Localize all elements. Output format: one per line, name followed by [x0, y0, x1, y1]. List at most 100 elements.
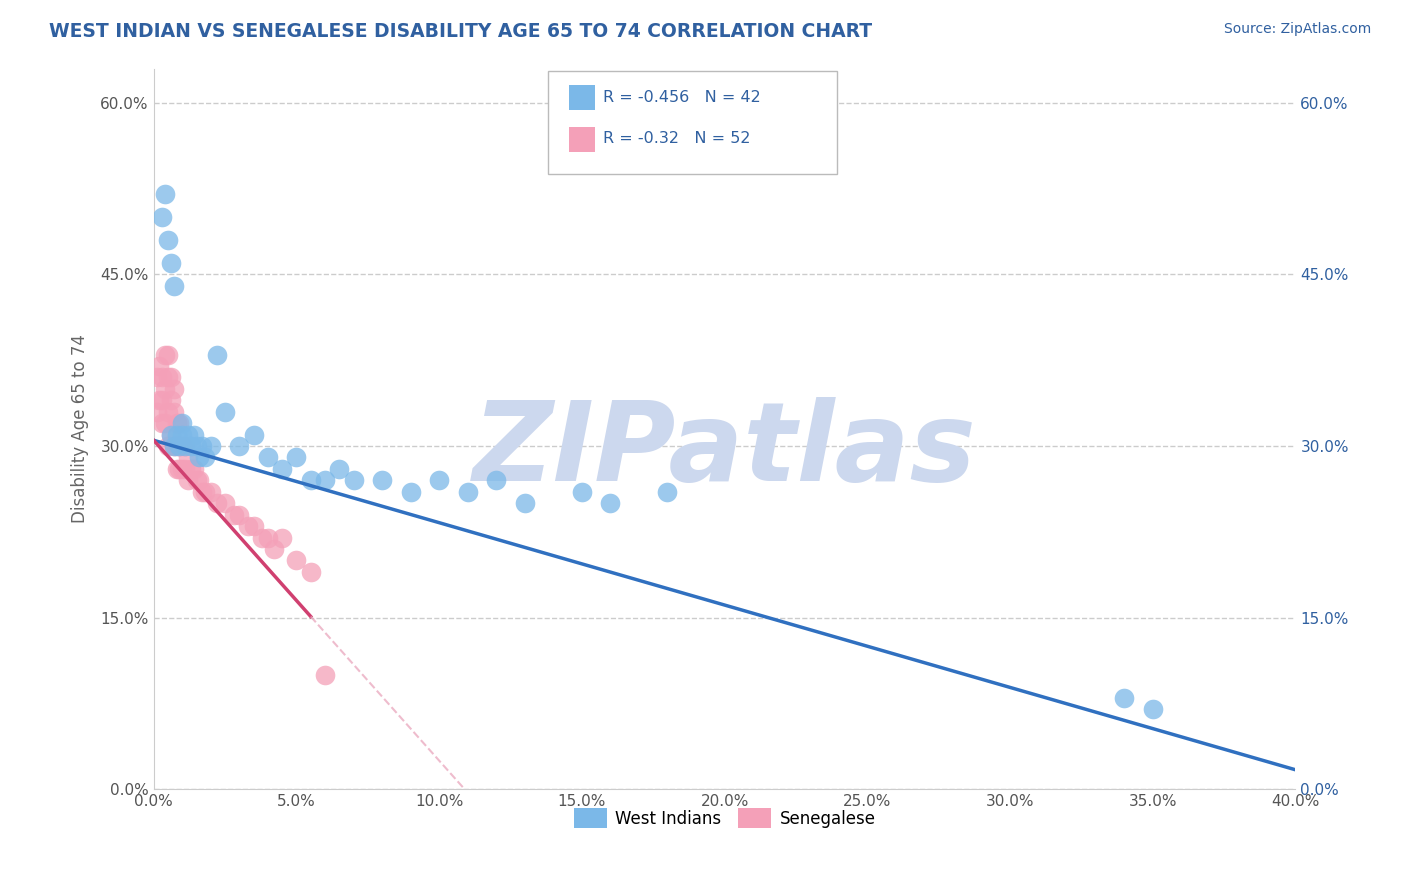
Point — [242, 427, 264, 442]
Point — [485, 474, 508, 488]
Point — [399, 484, 422, 499]
Point — [163, 405, 186, 419]
Point — [172, 427, 194, 442]
Point — [263, 541, 285, 556]
Point — [163, 439, 186, 453]
Point — [166, 416, 188, 430]
Point — [1142, 702, 1164, 716]
Point — [169, 462, 191, 476]
Point — [271, 531, 294, 545]
Point — [174, 439, 197, 453]
Point — [150, 370, 173, 384]
Point — [177, 427, 200, 442]
Point — [177, 474, 200, 488]
Point — [1114, 690, 1136, 705]
Point — [513, 496, 536, 510]
Point — [222, 508, 245, 522]
Point — [160, 370, 183, 384]
Point — [242, 519, 264, 533]
Point — [188, 474, 211, 488]
Point — [180, 462, 202, 476]
Point — [236, 519, 259, 533]
Text: ZIPatlas: ZIPatlas — [472, 397, 976, 504]
Point — [174, 462, 197, 476]
Point — [172, 462, 194, 476]
Point — [145, 405, 167, 419]
Point — [657, 484, 679, 499]
Point — [150, 211, 173, 225]
Point — [257, 531, 280, 545]
Point — [200, 484, 222, 499]
Point — [156, 233, 179, 247]
Point — [427, 474, 450, 488]
Point — [156, 405, 179, 419]
Point — [174, 439, 197, 453]
Point — [599, 496, 621, 510]
Point — [285, 553, 308, 567]
Point — [183, 427, 205, 442]
Point — [172, 416, 194, 430]
Point — [257, 450, 280, 465]
Point — [214, 405, 236, 419]
Point — [371, 474, 394, 488]
Point — [160, 427, 183, 442]
Point — [156, 370, 179, 384]
Point — [156, 439, 179, 453]
Point — [457, 484, 479, 499]
Text: R = -0.32   N = 52: R = -0.32 N = 52 — [603, 131, 751, 145]
Legend: West Indians, Senegalese: West Indians, Senegalese — [567, 801, 883, 835]
Point — [166, 439, 188, 453]
Point — [148, 393, 170, 408]
Point — [153, 416, 176, 430]
Point — [188, 450, 211, 465]
Point — [172, 439, 194, 453]
Point — [169, 439, 191, 453]
Point — [214, 496, 236, 510]
Point — [299, 474, 322, 488]
Point — [183, 462, 205, 476]
Point — [177, 450, 200, 465]
Point — [328, 462, 350, 476]
Point — [163, 278, 186, 293]
Point — [169, 416, 191, 430]
Point — [169, 439, 191, 453]
Text: R = -0.456   N = 42: R = -0.456 N = 42 — [603, 90, 761, 104]
Point — [163, 382, 186, 396]
Point — [228, 439, 250, 453]
Point — [166, 427, 188, 442]
Point — [153, 382, 176, 396]
Point — [194, 484, 217, 499]
Point — [150, 393, 173, 408]
Point — [180, 439, 202, 453]
Text: Source: ZipAtlas.com: Source: ZipAtlas.com — [1223, 22, 1371, 37]
Point — [194, 450, 217, 465]
Point — [314, 474, 336, 488]
Text: WEST INDIAN VS SENEGALESE DISABILITY AGE 65 TO 74 CORRELATION CHART: WEST INDIAN VS SENEGALESE DISABILITY AGE… — [49, 22, 872, 41]
Point — [150, 416, 173, 430]
Point — [205, 496, 228, 510]
Point — [160, 256, 183, 270]
Point — [571, 484, 593, 499]
Point — [200, 439, 222, 453]
Point — [285, 450, 308, 465]
Point — [342, 474, 364, 488]
Point — [314, 668, 336, 682]
Y-axis label: Disability Age 65 to 74: Disability Age 65 to 74 — [72, 334, 89, 524]
Point — [160, 393, 183, 408]
Point — [228, 508, 250, 522]
Point — [166, 462, 188, 476]
Point — [145, 370, 167, 384]
Point — [153, 347, 176, 361]
Point — [163, 439, 186, 453]
Point — [271, 462, 294, 476]
Point — [191, 439, 214, 453]
Point — [160, 427, 183, 442]
Point — [191, 484, 214, 499]
Point — [156, 347, 179, 361]
Point — [299, 565, 322, 579]
Point — [186, 439, 208, 453]
Point — [205, 347, 228, 361]
Point — [153, 187, 176, 202]
Point — [186, 474, 208, 488]
Point — [148, 359, 170, 373]
